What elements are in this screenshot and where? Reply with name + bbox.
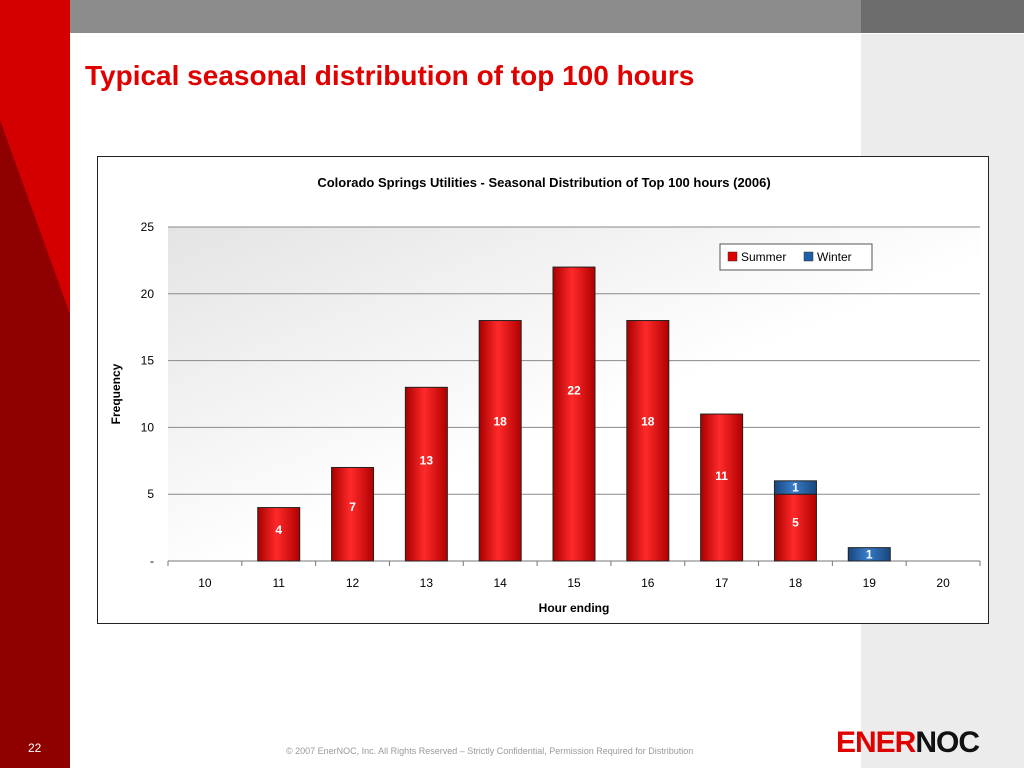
y-tick-label: 20	[141, 287, 155, 301]
bars-layer	[257, 266, 891, 562]
chart-frame: -5 10 15 20 25 10 11 12 13 14 15 16 17 18 19 20 4 7 13 18 2…	[97, 156, 989, 624]
data-label: 5	[792, 515, 799, 529]
y-tick-label: -	[150, 554, 154, 568]
chart-title: Colorado Springs Utilities - Seasonal Di…	[317, 175, 770, 190]
bar-summer	[478, 320, 522, 562]
data-label: 11	[715, 469, 728, 483]
legend-label-winter: Winter	[817, 250, 852, 264]
logo-part-noc: NOC	[915, 726, 980, 759]
enernoc-logo: ENERNOC	[836, 726, 980, 760]
x-tick-label: 20	[936, 576, 950, 590]
bar-summer	[404, 386, 448, 562]
y-axis-label: Frequency	[109, 363, 123, 424]
bar-summer	[626, 320, 670, 562]
left-brand-band	[0, 0, 70, 768]
top-rule	[70, 33, 1024, 34]
bar-summer	[331, 466, 375, 562]
bar-winter	[847, 547, 891, 562]
x-tick-label: 10	[198, 576, 212, 590]
bar-winter	[773, 480, 817, 495]
x-tick-label: 17	[715, 576, 729, 590]
x-tick-label: 13	[420, 576, 434, 590]
y-tick-label: 5	[147, 487, 154, 501]
legend: Summer Winter	[719, 243, 873, 271]
data-label: 22	[567, 384, 581, 398]
legend-swatch-winter	[803, 251, 814, 262]
x-tick-label: 18	[789, 576, 803, 590]
bar-summer	[257, 507, 301, 562]
x-tick-label: 19	[863, 576, 877, 590]
top-band-right	[861, 0, 1024, 33]
y-tick-label: 25	[141, 220, 155, 234]
x-tick-label: 11	[272, 576, 285, 590]
y-tick-label: 15	[141, 354, 155, 368]
bar-summer	[700, 413, 744, 562]
x-tick-label: 15	[567, 576, 581, 590]
x-axis-label: Hour ending	[539, 601, 610, 615]
page-number: 22	[28, 741, 42, 755]
data-label: 7	[349, 500, 356, 514]
footer-copyright: © 2007 EnerNOC, Inc. All Rights Reserved…	[286, 746, 694, 756]
data-label: 1	[792, 481, 799, 495]
x-tick-label: 12	[346, 576, 360, 590]
bar-summer	[552, 266, 596, 562]
data-label: 18	[494, 415, 508, 429]
legend-swatch-summer	[727, 251, 738, 262]
legend-box	[719, 243, 873, 271]
y-tick-label: 10	[141, 420, 155, 434]
legend-label-summer: Summer	[741, 250, 786, 264]
left-brand-band-shade	[0, 120, 70, 768]
data-label: 4	[275, 523, 282, 537]
top-band	[70, 0, 1024, 33]
x-tick-label: 14	[494, 576, 508, 590]
data-label: 1	[866, 547, 873, 561]
data-label: 18	[641, 415, 655, 429]
data-label: 13	[420, 453, 434, 467]
slide-title: Typical seasonal distribution of top 100…	[85, 60, 695, 91]
x-tick-label: 16	[641, 576, 655, 590]
logo-part-ener: ENER	[836, 726, 916, 759]
